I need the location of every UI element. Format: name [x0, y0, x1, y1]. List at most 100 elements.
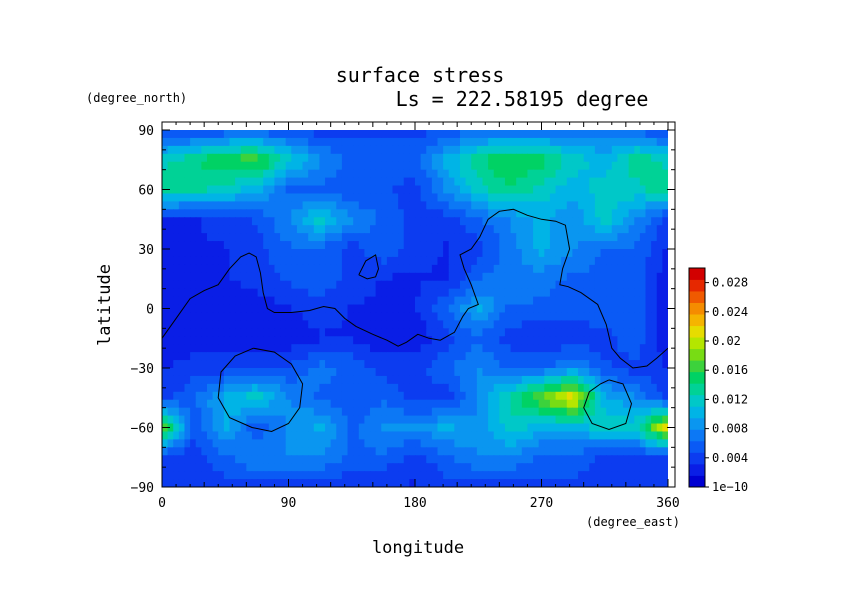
heatmap-cell: [263, 463, 270, 472]
heatmap-cell: [544, 447, 551, 456]
heatmap-cell: [482, 217, 489, 226]
heatmap-cell: [628, 391, 635, 401]
heatmap-cell: [639, 415, 647, 425]
colorbar-segment: [689, 452, 705, 465]
heatmap-cell: [190, 447, 197, 456]
heatmap-cell: [291, 217, 298, 226]
heatmap-cell: [533, 336, 540, 345]
heatmap-cell: [409, 256, 416, 266]
heatmap-cell: [561, 225, 568, 234]
heatmap-cell: [583, 463, 590, 472]
heatmap-cell: [325, 344, 332, 353]
heatmap-cell: [656, 201, 663, 210]
heatmap-cell: [291, 153, 298, 163]
heatmap-cell: [415, 336, 422, 345]
heatmap-cell: [409, 185, 416, 195]
heatmap-cell: [325, 280, 332, 290]
heatmap-cell: [504, 447, 512, 456]
heatmap-cell: [364, 328, 371, 337]
heatmap-cell: [353, 368, 360, 377]
heatmap-cell: [178, 336, 186, 345]
heatmap-cell: [572, 185, 579, 195]
heatmap-cell: [240, 336, 247, 345]
heatmap-cell: [533, 185, 540, 195]
heatmap-cell: [488, 455, 495, 464]
heatmap-cell: [178, 241, 186, 250]
heatmap-cell: [549, 407, 557, 417]
heatmap-cell: [611, 296, 618, 306]
heatmap-cell: [594, 304, 602, 314]
heatmap-cell: [578, 272, 585, 282]
heatmap-cell: [201, 368, 208, 377]
heatmap-cell: [488, 479, 495, 487]
heatmap-cell: [521, 209, 529, 218]
heatmap-cell: [454, 391, 461, 401]
heatmap-cell: [623, 280, 630, 290]
heatmap-cell: [527, 360, 534, 369]
heatmap-cell: [353, 193, 360, 202]
heatmap-cell: [465, 185, 472, 195]
heatmap-cell: [392, 463, 399, 472]
heatmap-cell: [415, 153, 422, 163]
heatmap-cell: [583, 264, 590, 274]
heatmap-cell: [201, 249, 208, 258]
heatmap-cell: [308, 423, 315, 433]
heatmap-cell: [341, 463, 349, 472]
heatmap-cell: [403, 249, 410, 258]
heatmap-cell: [336, 241, 343, 250]
heatmap-cell: [645, 479, 652, 487]
heatmap-cell: [459, 209, 467, 218]
heatmap-cell: [381, 415, 388, 425]
heatmap-cell: [561, 368, 568, 377]
heatmap-cell: [291, 209, 298, 218]
heatmap-cell: [178, 328, 186, 337]
heatmap-cell: [358, 368, 365, 377]
heatmap-cell: [302, 423, 309, 433]
heatmap-cell: [448, 320, 455, 329]
heatmap-cell: [527, 217, 534, 226]
heatmap-cell: [611, 455, 618, 464]
heatmap-cell: [617, 209, 624, 218]
heatmap-cell: [578, 439, 585, 448]
heatmap-cell: [499, 399, 506, 409]
heatmap-cell: [623, 209, 630, 218]
heatmap-cell: [594, 130, 602, 139]
heatmap-cell: [184, 249, 191, 258]
heatmap-cell: [600, 280, 607, 290]
heatmap-cell: [504, 209, 512, 218]
heatmap-cell: [533, 415, 540, 425]
heatmap-cell: [555, 336, 562, 345]
heatmap-cell: [392, 177, 399, 187]
heatmap-cell: [454, 193, 461, 202]
heatmap-cell: [623, 185, 630, 195]
heatmap-cell: [370, 241, 377, 250]
heatmap-cell: [184, 288, 191, 298]
heatmap-cell: [420, 217, 427, 226]
heatmap-cell: [206, 185, 214, 195]
heatmap-cell: [212, 463, 219, 472]
heatmap-cell: [583, 153, 590, 163]
heatmap-cell: [347, 280, 354, 290]
heatmap-cell: [510, 217, 517, 226]
heatmap-cell: [443, 431, 450, 440]
heatmap-cell: [218, 201, 225, 210]
heatmap-cell: [268, 193, 276, 202]
heatmap-cell: [386, 256, 394, 266]
heatmap-cell: [594, 439, 602, 448]
heatmap-cell: [555, 185, 562, 195]
heatmap-cell: [662, 145, 668, 155]
heatmap-cell: [398, 161, 405, 171]
heatmap-cell: [482, 463, 489, 472]
heatmap-cell: [516, 264, 523, 274]
heatmap-cell: [358, 225, 365, 234]
heatmap-cell: [201, 399, 208, 409]
heatmap-cell: [364, 344, 371, 353]
heatmap-cell: [566, 272, 574, 282]
heatmap-cell: [246, 161, 253, 171]
heatmap-cell: [639, 463, 647, 472]
colorbar-segment: [689, 348, 705, 361]
heatmap-cell: [476, 201, 484, 210]
heatmap-cell: [257, 479, 264, 487]
heatmap-cell: [533, 145, 540, 155]
heatmap-cell: [448, 225, 455, 234]
